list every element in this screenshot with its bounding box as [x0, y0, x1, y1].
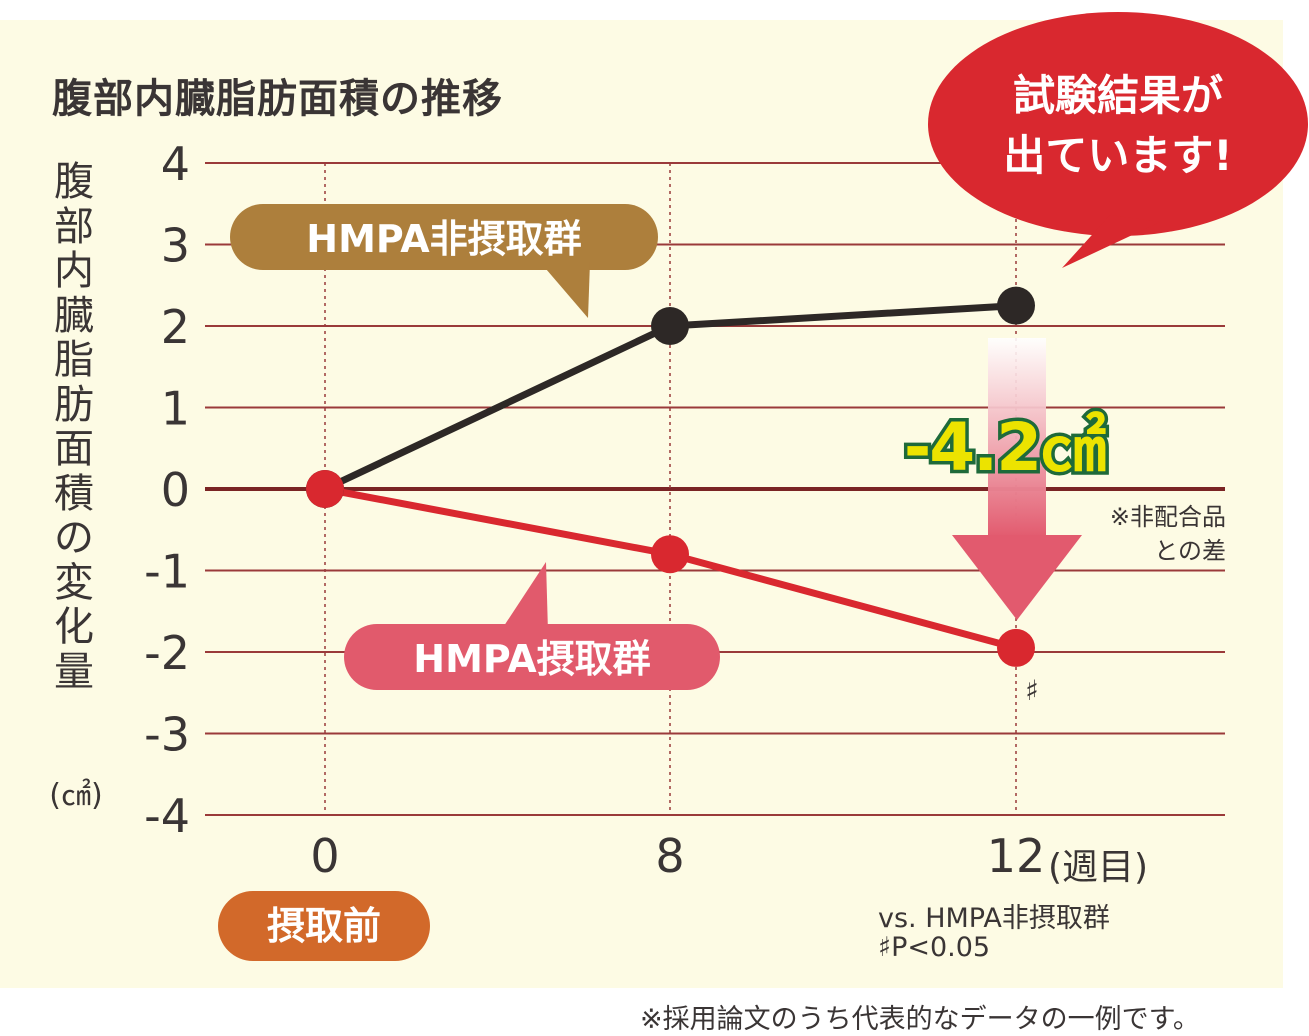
- y-tick-label: 2: [161, 300, 190, 354]
- y-tick-label: 4: [161, 137, 190, 191]
- difference-arrow: [952, 338, 1082, 620]
- stat-pvalue: ♯P<0.05: [878, 932, 991, 963]
- treatment-group-label: HMPA摂取群: [413, 637, 650, 681]
- stat-comparison: vs. HMPA非摂取群: [878, 903, 1110, 934]
- y-axis-label-char: 積: [54, 470, 94, 517]
- x-tick-label: 0: [310, 829, 339, 883]
- x-tick-label: 8: [655, 829, 684, 883]
- y-axis-label-char: 化: [54, 604, 94, 650]
- y-axis-label-char: 脂: [54, 337, 94, 383]
- y-axis-label-char: 内: [54, 248, 94, 294]
- y-axis-label-char: 変: [54, 559, 94, 606]
- control-group-badge: HMPA非摂取群: [230, 204, 658, 318]
- y-tick-label: 3: [161, 219, 190, 273]
- y-axis-label-char: の: [54, 515, 94, 561]
- y-axis-label-char: 面: [54, 426, 94, 472]
- result-callout: 試験結果が 出ています!: [928, 12, 1308, 268]
- difference-value: -4.2㎠: [904, 409, 1106, 486]
- data-point: [997, 286, 1035, 325]
- pre-intake-badge: 摂取前: [218, 891, 430, 961]
- y-axis-label-char: 臓: [54, 292, 94, 339]
- chart-title: 腹部内臓脂肪面積の推移: [52, 76, 503, 122]
- callout-line2: 出ています!: [1003, 131, 1232, 180]
- difference-note-line2: との差: [1154, 537, 1226, 565]
- y-axis-label: 腹部内臓脂肪面積の変化量: [34, 160, 114, 694]
- y-tick-label: 1: [161, 382, 190, 436]
- footnote: ※採用論文のうち代表的なデータの一例です。: [640, 1004, 1200, 1035]
- y-axis-label-char: 肪: [54, 381, 94, 428]
- y-axis-label-char: 部: [54, 203, 94, 250]
- data-point: [997, 628, 1035, 667]
- y-axis-unit: (㎠): [49, 778, 103, 813]
- difference-note: ※非配合品 との差: [1070, 500, 1226, 568]
- control-group-label: HMPA非摂取群: [306, 217, 581, 261]
- data-point: [651, 307, 689, 345]
- y-axis-label-char: 量: [54, 648, 94, 695]
- y-axis-label-char: 腹: [54, 159, 94, 205]
- y-tick-label: -3: [144, 708, 190, 762]
- y-tick-label: -1: [144, 545, 190, 599]
- y-tick-label: 0: [161, 463, 190, 517]
- x-axis-unit: (週目): [1048, 847, 1149, 888]
- treatment-group-badge: HMPA摂取群: [344, 562, 720, 690]
- data-point: [651, 535, 689, 574]
- data-point: [306, 470, 344, 508]
- callout-line1: 試験結果が: [1013, 71, 1223, 120]
- significance-mark: ♯: [1025, 674, 1039, 707]
- y-tick-label: -2: [144, 626, 190, 680]
- difference-note-line1: ※非配合品: [1109, 503, 1226, 531]
- y-tick-label: -4: [144, 789, 190, 843]
- x-tick-label: 12: [987, 829, 1046, 883]
